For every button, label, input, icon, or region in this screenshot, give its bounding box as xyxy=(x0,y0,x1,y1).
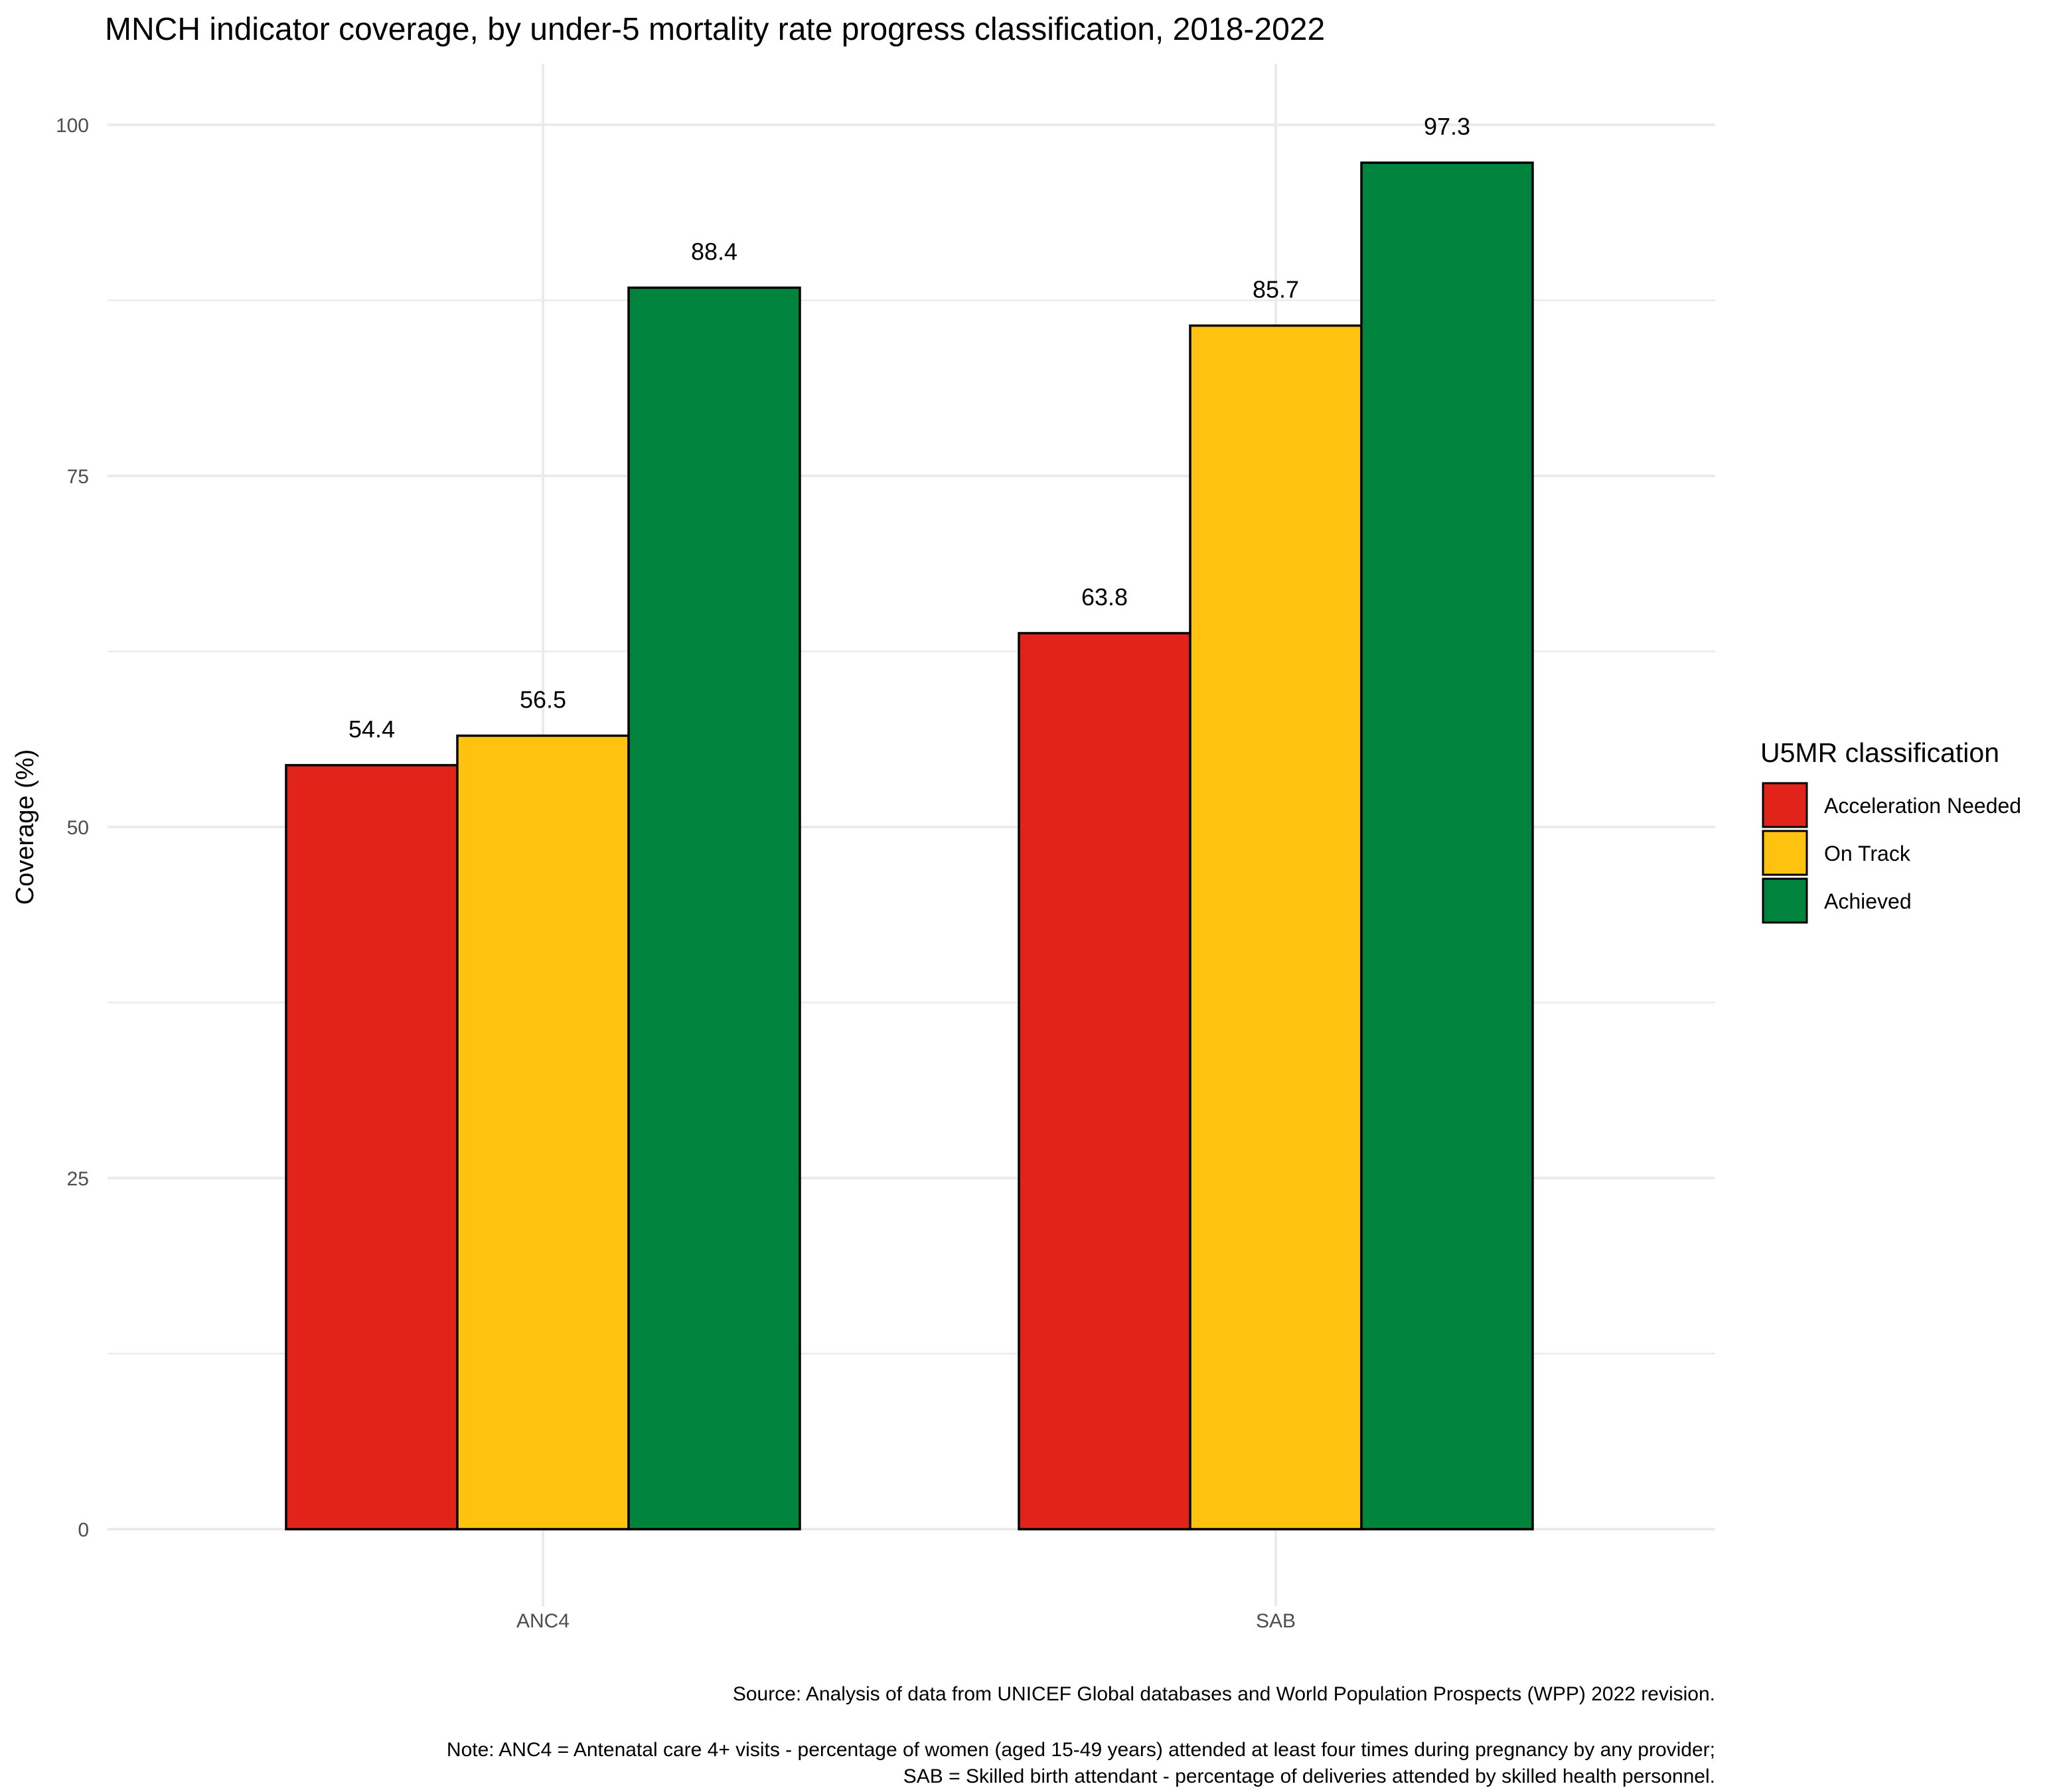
legend-swatch xyxy=(1762,877,1808,924)
data-label: 56.5 xyxy=(520,686,566,713)
bar xyxy=(285,764,459,1531)
y-tick-label: 100 xyxy=(56,115,89,137)
bar xyxy=(1018,632,1191,1531)
y-tick-label: 0 xyxy=(78,1519,89,1541)
legend-title: U5MR classification xyxy=(1760,737,1999,768)
data-label: 54.4 xyxy=(348,715,395,743)
caption: Source: Analysis of data from UNICEF Glo… xyxy=(447,1683,1715,1787)
legend-label: Achieved xyxy=(1824,889,1912,913)
y-axis: 0 25 50 75 100 xyxy=(56,115,89,1541)
data-label: 85.7 xyxy=(1253,276,1299,303)
data-label: 88.4 xyxy=(691,238,737,265)
bar xyxy=(456,734,630,1531)
chart-title: MNCH indicator coverage, by under-5 mort… xyxy=(105,12,1325,47)
x-axis: ANC4 SAB xyxy=(516,1610,1296,1632)
bar xyxy=(627,286,801,1531)
bar xyxy=(1360,161,1534,1531)
x-tick-label: ANC4 xyxy=(516,1610,570,1632)
caption-line: Source: Analysis of data from UNICEF Glo… xyxy=(733,1683,1715,1705)
data-label: 63.8 xyxy=(1081,583,1128,611)
value-labels: 54.4 56.5 88.4 63.8 85.7 97.3 xyxy=(348,113,1470,743)
legend: U5MR classification Acceleration Needed On… xyxy=(1760,737,2021,924)
y-tick-label: 75 xyxy=(67,466,89,488)
legend-label: Acceleration Needed xyxy=(1824,794,2021,818)
y-tick-label: 50 xyxy=(67,817,89,839)
legend-swatch xyxy=(1762,782,1808,828)
caption-line: Note: ANC4 = Antenatal care 4+ visits - … xyxy=(447,1739,1715,1761)
caption-line: SAB = Skilled birth attendant - percenta… xyxy=(903,1765,1715,1787)
legend-swatch xyxy=(1762,830,1808,876)
legend-label: On Track xyxy=(1824,842,1911,865)
bar xyxy=(1189,324,1363,1531)
x-tick-label: SAB xyxy=(1256,1610,1296,1632)
y-axis-title: Coverage (%) xyxy=(11,749,39,905)
y-tick-label: 25 xyxy=(67,1168,89,1190)
data-label: 97.3 xyxy=(1424,113,1470,140)
bars xyxy=(285,161,1534,1531)
